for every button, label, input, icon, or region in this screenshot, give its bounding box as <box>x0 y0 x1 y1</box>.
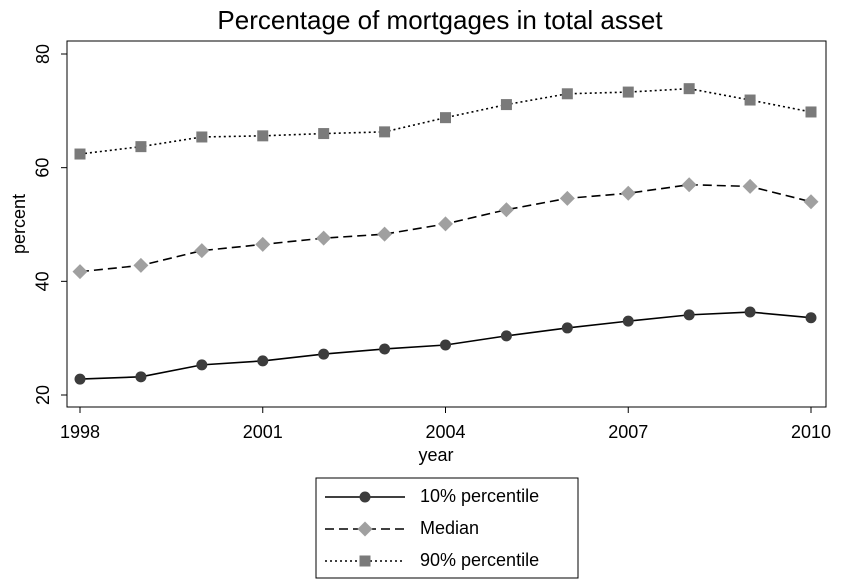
point <box>744 94 756 106</box>
point <box>440 339 451 351</box>
point <box>561 88 573 100</box>
point <box>561 322 573 334</box>
plot-frame <box>66 40 827 408</box>
legend-marker <box>359 555 371 567</box>
point <box>135 371 147 383</box>
point <box>316 230 332 246</box>
legend-marker <box>359 491 371 503</box>
legend-label: 90% percentile <box>420 550 539 570</box>
point <box>683 309 695 321</box>
point <box>379 126 391 138</box>
point <box>74 373 86 385</box>
point <box>255 236 271 252</box>
x-tick-label: 2010 <box>791 422 831 442</box>
point <box>500 330 512 342</box>
point <box>805 312 817 324</box>
point <box>744 306 756 318</box>
y-tick-label: 20 <box>33 385 53 405</box>
x-tick-label: 2004 <box>425 422 465 442</box>
point <box>196 359 208 371</box>
y-tick-label: 40 <box>33 271 53 291</box>
point <box>257 130 269 142</box>
point <box>196 131 208 143</box>
y-axis-label: percent <box>9 194 29 254</box>
x-tick-label: 2007 <box>608 422 648 442</box>
point <box>379 343 391 355</box>
point <box>805 106 817 118</box>
point <box>681 177 697 193</box>
x-tick-label: 2001 <box>243 422 283 442</box>
legend-label: Median <box>420 518 479 538</box>
point <box>438 216 453 232</box>
point <box>803 194 819 210</box>
chart-title: Percentage of mortgages in total asset <box>217 5 663 35</box>
point <box>318 348 330 360</box>
y-tick-label: 80 <box>33 44 53 64</box>
point <box>74 148 86 160</box>
y-tick-label: 60 <box>33 158 53 178</box>
point <box>620 185 636 201</box>
point <box>257 355 269 367</box>
point <box>559 190 575 206</box>
x-tick-label: 1998 <box>60 422 100 442</box>
point <box>318 128 330 140</box>
x-axis-label: year <box>418 445 453 465</box>
legend-label: 10% percentile <box>420 486 539 506</box>
point <box>683 83 695 95</box>
point <box>135 141 147 153</box>
point <box>622 86 634 98</box>
point <box>498 202 514 218</box>
point <box>72 264 88 280</box>
point <box>500 99 512 111</box>
point <box>194 243 210 259</box>
point <box>622 315 634 327</box>
point <box>133 257 149 273</box>
legend-marker <box>357 521 373 537</box>
point <box>440 112 451 124</box>
point <box>377 226 393 242</box>
point <box>742 178 758 194</box>
